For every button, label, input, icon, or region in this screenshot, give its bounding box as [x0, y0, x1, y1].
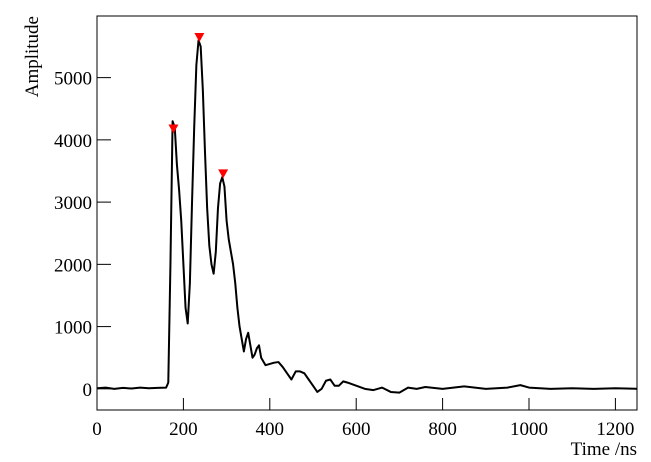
plot-frame	[96, 15, 638, 411]
x-tick-label: 1000	[510, 419, 548, 440]
y-axis-title: Amplitude	[22, 16, 43, 97]
x-tick-label: 1200	[596, 419, 634, 440]
y-tick-label: 4000	[54, 131, 92, 152]
y-tick-label: 5000	[54, 69, 92, 90]
y-tick-label: 1000	[54, 318, 92, 339]
y-tick-label: 3000	[54, 193, 92, 214]
y-tick-label: 2000	[54, 255, 92, 276]
x-tick-label: 600	[342, 419, 371, 440]
peak-marker	[168, 124, 179, 134]
peak-marker	[194, 33, 205, 43]
y-tick-label: 0	[83, 380, 93, 401]
x-tick-label: 200	[169, 419, 198, 440]
x-tick-label: 400	[256, 419, 285, 440]
waveform-line	[96, 39, 638, 394]
peak-marker	[218, 169, 229, 179]
x-tick-label: 0	[92, 419, 102, 440]
x-tick-label: 800	[428, 419, 457, 440]
x-axis-title: Time /ns	[571, 439, 637, 460]
